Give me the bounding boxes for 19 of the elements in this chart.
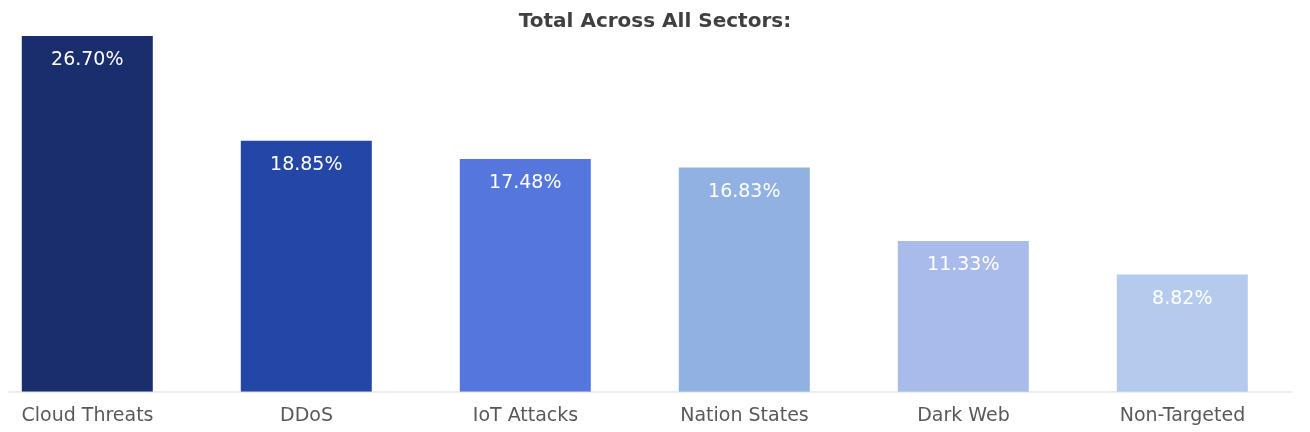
data-label: 11.33% (927, 252, 1000, 275)
x-tick-label: DDoS (280, 403, 333, 426)
x-tick-label: Nation States (680, 403, 809, 426)
x-tick-label: IoT Attacks (472, 403, 579, 426)
bar (678, 167, 810, 392)
data-label: 18.85% (270, 152, 343, 175)
x-tick-label: Cloud Threats (21, 403, 154, 426)
bar (459, 158, 591, 392)
data-label: 16.83% (708, 179, 781, 202)
bar (21, 36, 153, 392)
x-tick-label: Non-Targeted (1119, 403, 1246, 426)
x-tick-label: Dark Web (917, 403, 1010, 426)
data-label: 8.82% (1152, 285, 1213, 308)
bar (240, 140, 372, 392)
chart-title: Total Across All Sectors: (517, 8, 793, 32)
data-label: 26.70% (51, 47, 124, 70)
bar (1116, 274, 1248, 392)
bar (897, 240, 1029, 392)
data-label: 17.48% (489, 170, 562, 193)
